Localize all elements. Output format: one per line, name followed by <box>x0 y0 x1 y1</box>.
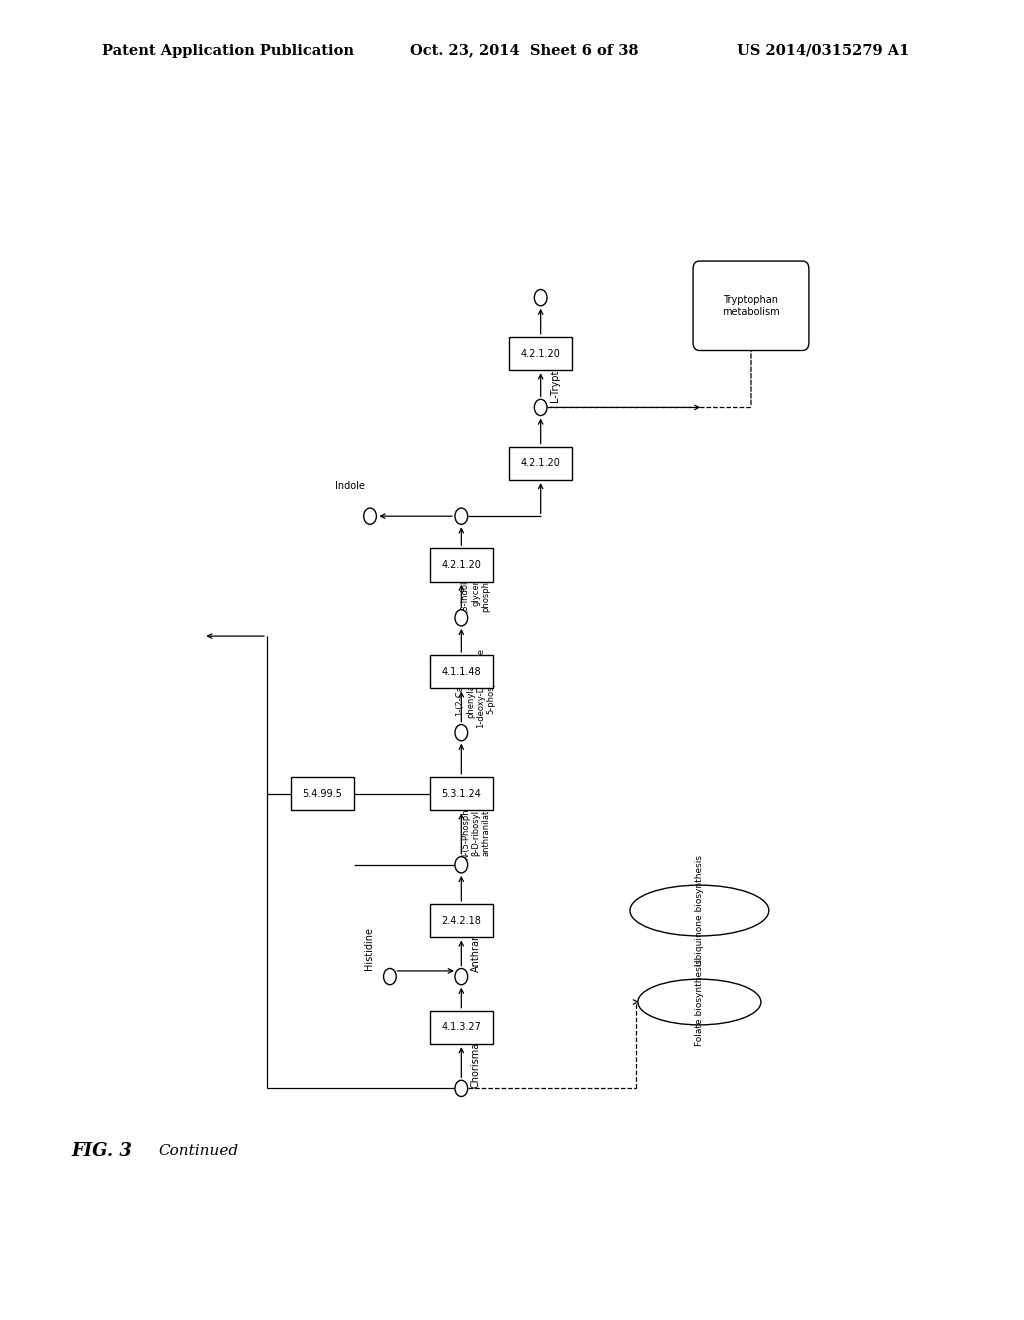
Circle shape <box>384 969 396 985</box>
Ellipse shape <box>630 886 769 936</box>
Text: Continued: Continued <box>159 1144 239 1159</box>
FancyBboxPatch shape <box>509 446 572 480</box>
Circle shape <box>364 508 377 524</box>
Text: 4.1.3.27: 4.1.3.27 <box>441 1023 481 1032</box>
Text: FIG. 3: FIG. 3 <box>72 1142 132 1160</box>
Circle shape <box>455 969 468 985</box>
FancyBboxPatch shape <box>430 655 494 689</box>
Ellipse shape <box>638 979 761 1024</box>
Text: 4.1.1.48: 4.1.1.48 <box>441 667 481 677</box>
FancyBboxPatch shape <box>509 337 572 371</box>
FancyBboxPatch shape <box>430 548 494 582</box>
Text: 2.4.2.18: 2.4.2.18 <box>441 916 481 925</box>
Text: 5.4.99.5: 5.4.99.5 <box>302 788 342 799</box>
Text: N-(5-Phospho-
β-D-ribosyl)-
anthranilate: N-(5-Phospho- β-D-ribosyl)- anthranilate <box>461 800 490 859</box>
Text: Patent Application Publication: Patent Application Publication <box>102 44 354 58</box>
Text: Anthranilate: Anthranilate <box>471 911 480 972</box>
Text: Histidine: Histidine <box>364 927 374 970</box>
Circle shape <box>455 1080 468 1097</box>
FancyBboxPatch shape <box>430 777 494 810</box>
FancyBboxPatch shape <box>291 777 354 810</box>
FancyBboxPatch shape <box>430 904 494 937</box>
Text: Indole: Indole <box>335 480 366 491</box>
Circle shape <box>455 508 468 524</box>
Text: Folate biosynthesis: Folate biosynthesis <box>695 958 703 1045</box>
Circle shape <box>535 399 547 416</box>
Text: 4.2.1.20: 4.2.1.20 <box>441 560 481 570</box>
FancyBboxPatch shape <box>693 261 809 351</box>
Text: 1-(2-Carboxy-
phenylamino)-
1-deoxy-D-ribulose
5-phosphate: 1-(2-Carboxy- phenylamino)- 1-deoxy-D-ri… <box>456 648 496 727</box>
Circle shape <box>455 610 468 626</box>
Text: Tryptophan
metabolism: Tryptophan metabolism <box>722 294 780 317</box>
Text: US 2014/0315279 A1: US 2014/0315279 A1 <box>737 44 909 58</box>
Text: Oct. 23, 2014  Sheet 6 of 38: Oct. 23, 2014 Sheet 6 of 38 <box>410 44 638 58</box>
Text: 4.2.1.20: 4.2.1.20 <box>521 348 560 359</box>
Circle shape <box>455 857 468 873</box>
Circle shape <box>455 725 468 741</box>
Text: L-Tryptophan: L-Tryptophan <box>550 339 560 403</box>
Text: 4.2.1.20: 4.2.1.20 <box>521 458 560 469</box>
Text: Chorismate: Chorismate <box>471 1032 480 1089</box>
Circle shape <box>535 289 547 306</box>
FancyBboxPatch shape <box>430 1011 494 1044</box>
Text: (3-Indolyl)-
glycerol
phosphate: (3-Indolyl)- glycerol phosphate <box>461 566 490 612</box>
Text: 5.3.1.24: 5.3.1.24 <box>441 788 481 799</box>
Text: Ubiquinone biosynthesis: Ubiquinone biosynthesis <box>695 855 703 966</box>
